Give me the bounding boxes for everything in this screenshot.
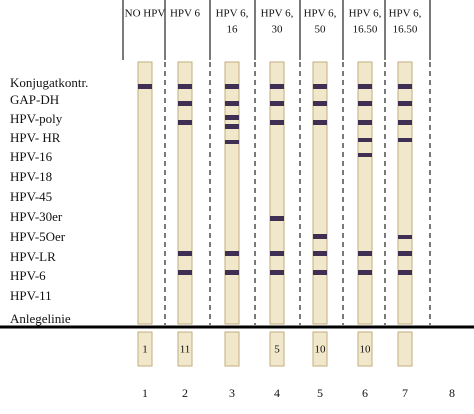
lane-header: HPV 6, — [304, 8, 337, 20]
row-label: HPV-5Oer — [10, 229, 66, 244]
lane-number: 8 — [449, 386, 455, 400]
lane-header: 50 — [315, 24, 327, 36]
row-label: HPV- HR — [10, 130, 61, 145]
lane-header: 30 — [272, 24, 284, 36]
lane-header: HPV 6, — [389, 8, 422, 20]
row-label: HPV-16 — [10, 149, 53, 164]
lane-header: 16.50 — [393, 24, 418, 36]
row-label: HPV-30er — [10, 209, 63, 224]
bands — [138, 84, 412, 275]
row-label: HPV-poly — [10, 111, 63, 126]
lane-header: HPV 6, — [261, 8, 294, 20]
strip-tag: 1 — [142, 344, 148, 356]
lane-header: 16 — [227, 24, 239, 36]
lane-number: 7 — [402, 386, 408, 400]
row-label: HPV-LR — [10, 249, 56, 264]
lane-number: 5 — [317, 386, 323, 400]
lane-header: HPV 6 — [170, 8, 201, 20]
row-label: HPV-6 — [10, 268, 46, 283]
row-label: HPV-18 — [10, 169, 52, 184]
lane-dividers — [122, 0, 431, 325]
strip-tag: 10 — [360, 344, 372, 356]
strip-tag: 5 — [274, 344, 280, 356]
lane-header: 16.50 — [353, 24, 378, 36]
lane-number: 4 — [274, 386, 280, 400]
lane-header: HPV 6, — [216, 8, 249, 20]
row-label: Konjugatkontr. — [10, 75, 88, 90]
strip-tag: 11 — [180, 344, 191, 356]
strips — [137, 61, 413, 367]
lane-number: 3 — [229, 386, 235, 400]
row-label: HPV-45 — [10, 189, 52, 204]
lane-number: 6 — [362, 386, 368, 400]
lane-header: NO HPV — [125, 8, 166, 20]
strip-tag: 10 — [315, 344, 327, 356]
row-label: GAP-DH — [10, 92, 59, 107]
lane-number: 1 — [142, 386, 148, 400]
lane-header: HPV 6, — [349, 8, 382, 20]
row-label: Anlegelinie — [10, 311, 71, 326]
lane-number: 2 — [182, 386, 188, 400]
row-label: HPV-11 — [10, 288, 52, 303]
